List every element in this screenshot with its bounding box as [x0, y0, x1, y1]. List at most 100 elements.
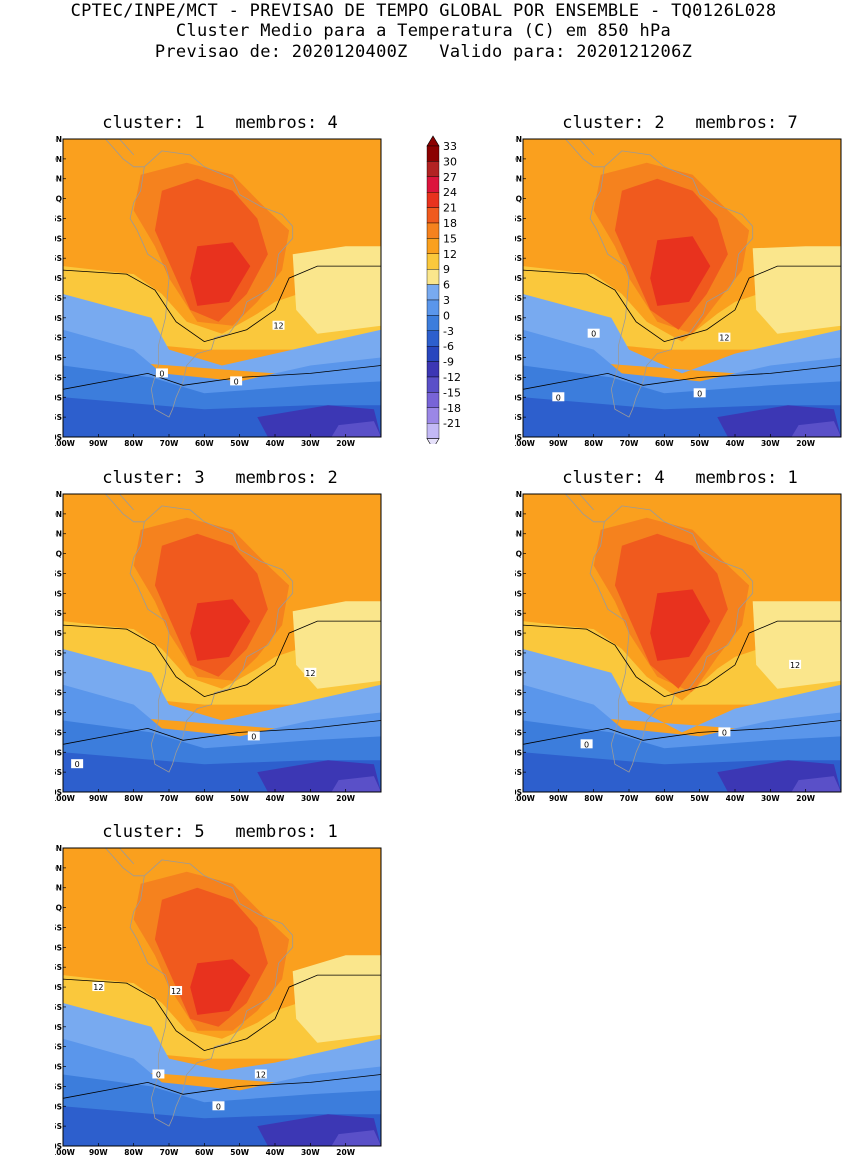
central-america-outline [104, 848, 145, 877]
colorbar-swatch [426, 145, 440, 162]
lat-label: 35S [515, 334, 522, 343]
central-america-outline [104, 139, 145, 168]
lat-label: 10N [515, 155, 522, 164]
lon-label: 20W [796, 794, 815, 803]
contour-label: 0 [591, 330, 596, 339]
colorbar-swatch [426, 284, 440, 301]
colorbar-label: -18 [443, 402, 461, 415]
temperature-band [791, 421, 841, 437]
lat-label: 30S [55, 669, 62, 678]
map-plot: 12 0 0 15N 10N 5N EQ 5S 10S 15S 20S 25S 30S 35S 40S 45S… [55, 488, 385, 803]
colorbar-label: -21 [443, 417, 461, 430]
temperature-band [190, 959, 251, 1015]
lat-label: 20S [55, 274, 62, 283]
temperature-band [190, 599, 251, 661]
lon-label: 90W [89, 1148, 108, 1157]
contour-label: 0 [75, 760, 80, 769]
temperature-band [63, 649, 381, 729]
panel-cluster-1: cluster: 1 membros: 4 12 0 0 15N 10N 5N EQ 5S 10… [55, 113, 385, 448]
lat-label: 15N [55, 844, 62, 853]
panel-cluster-5: cluster: 5 membros: 1 12 12 12 0 0 15N 10N 5N EQ… [55, 822, 385, 1157]
lat-label: 5S [55, 214, 62, 223]
header-line-3: Previsao de: 2020120400Z Valido para: 20… [154, 42, 693, 62]
contour-label-bg [254, 1069, 267, 1079]
lat-label: 55S [55, 413, 62, 422]
lon-label: 50W [230, 794, 249, 803]
lat-label: 40S [515, 709, 522, 718]
lon-label: 40W [266, 1148, 285, 1157]
colorbar-label: -12 [443, 371, 461, 384]
lat-label: 10N [515, 510, 522, 519]
contour-label-bg [230, 376, 243, 386]
lon-label: 20W [336, 439, 355, 448]
lat-label: 15S [515, 609, 522, 618]
contour-0 [523, 365, 841, 390]
temperature-band [292, 246, 381, 334]
contour-label: 0 [251, 732, 256, 741]
map-frame [62, 847, 382, 1147]
south-america-outline [589, 505, 754, 773]
contour-label: 0 [584, 740, 589, 749]
colorbar-label: 9 [443, 263, 450, 276]
contour-label: 12 [93, 983, 103, 992]
lat-label: 10S [55, 943, 62, 952]
colorbar-label: 27 [443, 171, 457, 184]
contour-12 [523, 620, 841, 698]
lat-label: 40S [515, 354, 522, 363]
lat-label: EQ [55, 904, 62, 913]
colorbar-top-arrow [426, 135, 440, 147]
colorbar-label: 33 [443, 140, 457, 153]
lon-label: 90W [549, 794, 568, 803]
temperature-band [752, 246, 841, 334]
lat-label: 10S [515, 234, 522, 243]
lat-label: 30S [55, 314, 62, 323]
lat-label: 35S [515, 689, 522, 698]
colorbar-swatch [426, 361, 440, 378]
lon-label: 100W [55, 794, 76, 803]
map-frame [62, 138, 382, 438]
colorbar-label: -6 [443, 340, 454, 353]
contour-label-bg [693, 388, 706, 398]
colorbar-swatch [426, 376, 440, 393]
lon-label: 80W [124, 439, 143, 448]
map-plot: 12 0 0 0 15N 10N 5N EQ 5S 10S 15S 20S 25S 30S 35S 40S 45… [515, 133, 845, 448]
lon-label: 20W [796, 439, 815, 448]
panel-title: cluster: 5 membros: 1 [102, 822, 338, 842]
lat-label: 10N [55, 510, 62, 519]
map-frame [522, 138, 842, 438]
lat-label: 60S [515, 788, 522, 797]
colorbar-bottom-arrow [426, 438, 440, 450]
lon-label: 40W [726, 794, 745, 803]
lat-label: 30S [55, 1023, 62, 1032]
lat-label: 5N [515, 175, 522, 184]
temperature-band [63, 1003, 381, 1083]
contour-label: 0 [216, 1102, 221, 1111]
lon-label: 60W [195, 794, 214, 803]
contour-label-bg [552, 392, 565, 402]
contour-12 [523, 265, 841, 343]
lat-label: EQ [55, 195, 62, 204]
lat-label: 50S [515, 393, 522, 402]
colorbar-swatch [426, 315, 440, 331]
header-line-2: Cluster Medio para a Temperatura (C) em … [175, 21, 672, 41]
south-america-outline [129, 505, 294, 773]
lon-label: 80W [584, 439, 603, 448]
colorbar-label: -9 [443, 356, 454, 369]
panel-cluster-2: cluster: 2 membros: 7 1200015N10N5NEQ5S1… [515, 113, 845, 448]
lon-label: 50W [230, 439, 249, 448]
temperature-band [523, 294, 841, 374]
lat-label: 25S [55, 294, 62, 303]
map-frame [522, 493, 842, 793]
temperature-band [523, 649, 841, 733]
lon-label: 50W [690, 794, 709, 803]
lat-label: 60S [55, 433, 62, 442]
lat-label: 20S [55, 983, 62, 992]
lon-label: 70W [160, 794, 179, 803]
lat-label: 20S [515, 629, 522, 638]
lat-label: 15S [55, 963, 62, 972]
lat-label: 35S [55, 334, 62, 343]
lon-label: 90W [89, 794, 108, 803]
panel-title: cluster: 1 membros: 4 [102, 113, 338, 133]
lon-label: 60W [655, 794, 674, 803]
contour-0 [63, 1074, 381, 1099]
